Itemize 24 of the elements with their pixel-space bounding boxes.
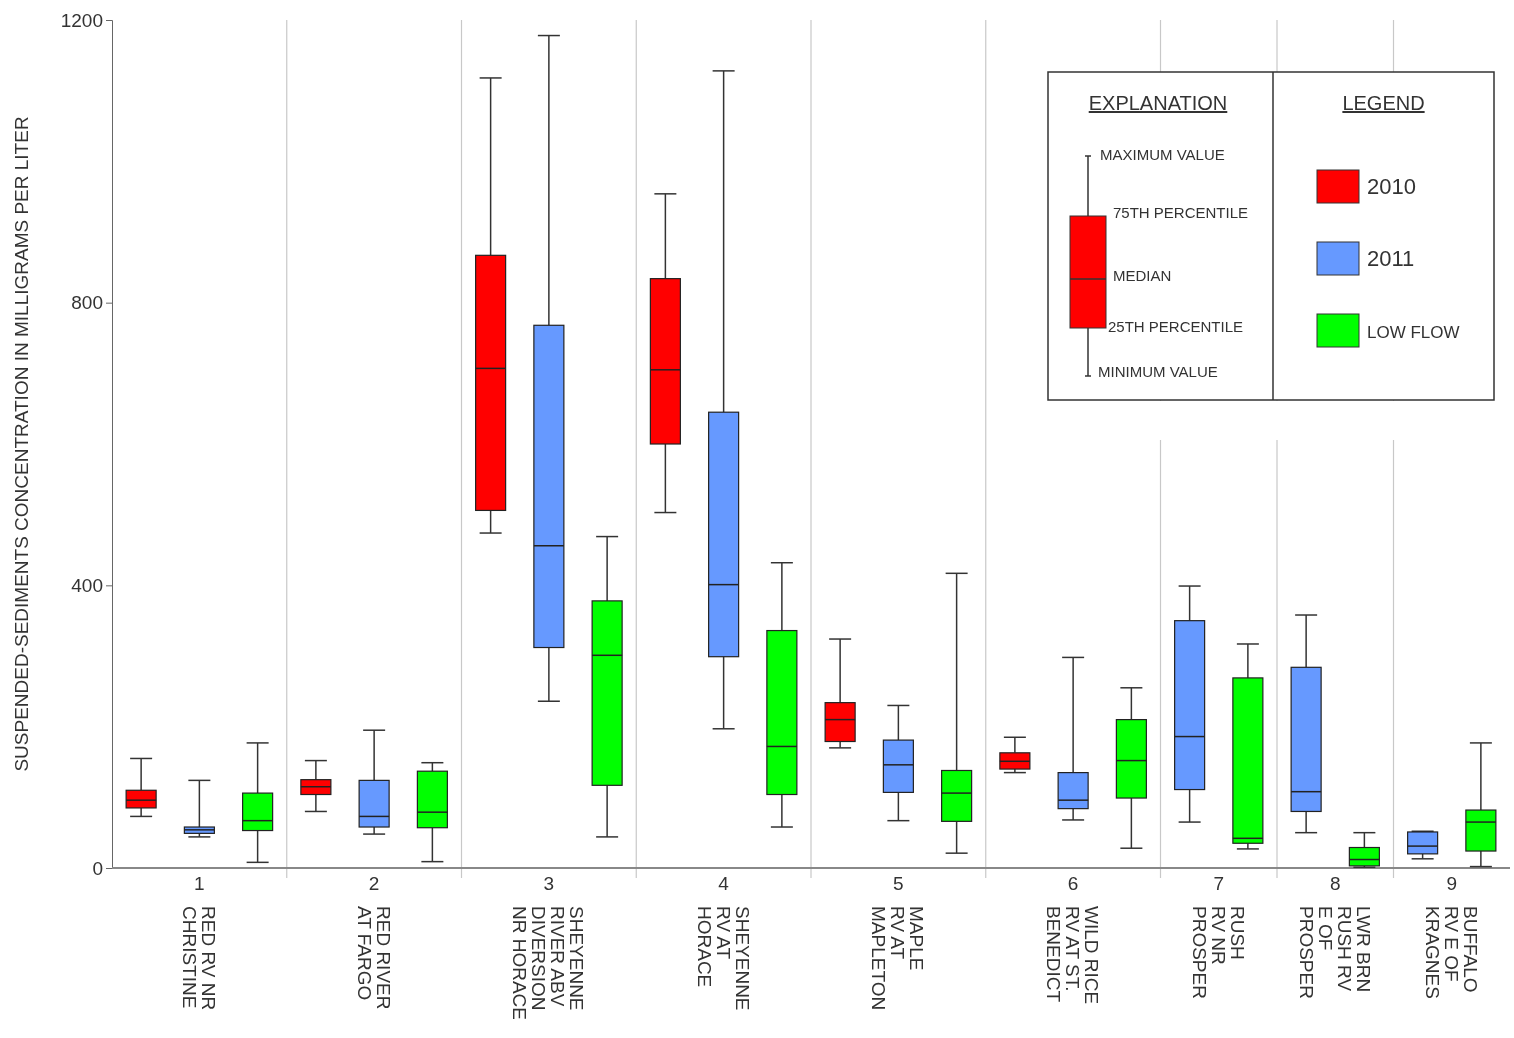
y-tick-label: 800 (71, 292, 103, 314)
annotation: MAXIMUM VALUE (1100, 146, 1225, 163)
y-tick-label: 0 (92, 857, 103, 879)
y-tick-label: 400 (71, 574, 103, 596)
x-tick-label: 7 RUSH RV NR PROSPER (1188, 873, 1248, 999)
x-tick-label: 6 WILD RICE RV AT ST. BENEDICT (1043, 873, 1103, 1005)
x-tick-label: 5 MAPLE RV AT MAPLETON (868, 873, 928, 1011)
annotation: MEDIAN (1113, 267, 1172, 284)
x-tick-label: 9 BUFFALO RV E OF KRAGNES (1421, 873, 1481, 999)
annotation: 75TH PERCENTILE (1113, 204, 1249, 221)
legend-label: LOW FLOW (1367, 323, 1460, 342)
annotation: EXPLANATION (1088, 92, 1228, 114)
x-tick-label: 1 RED RV NR CHRISTINE (178, 873, 219, 1011)
x-tick-label: 2 RED RIVER AT FARGO (353, 873, 394, 1010)
legend-title: LEGEND (1342, 92, 1425, 114)
legend-label: 2010 (1367, 174, 1416, 199)
legend-label: 2011 (1367, 246, 1415, 271)
x-tick-label: 4 SHEYENNE RV AT HORACE (693, 873, 753, 1011)
annotation: 25TH PERCENTILE (1108, 318, 1244, 335)
x-tick-label: 3 SHEYENNE RIVER ABV DIVERSION NR HORACE (509, 873, 588, 1021)
x-tick-label: 8 LWR BRN RUSH RV E OF PROSPER (1295, 873, 1374, 999)
y-tick-label: 1200 (60, 9, 103, 31)
y-axis-title: SUSPENDED-SEDIMENTS CONCENTRATION IN MILLIGRAMS PER LITER (11, 116, 32, 772)
annotation: MINIMUM VALUE (1098, 363, 1218, 380)
